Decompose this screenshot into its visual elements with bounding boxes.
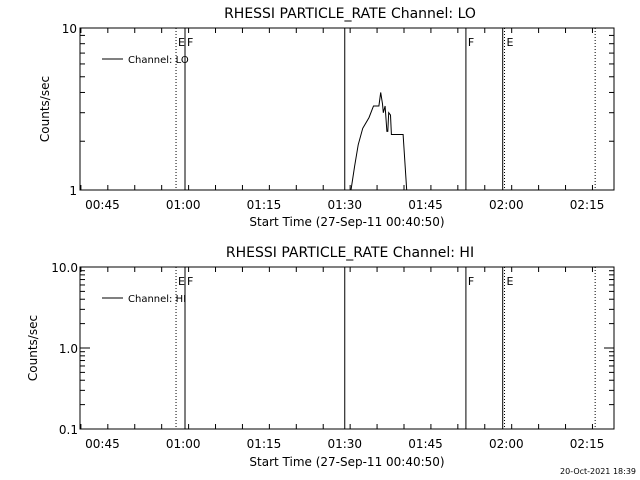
x-tick-label: 02:00 (489, 198, 524, 212)
x-tick-label: 01:45 (408, 437, 443, 451)
x-axis-label: Start Time (27-Sep-11 00:40:50) (249, 455, 444, 469)
legend-label: Channel: HI (128, 294, 186, 305)
x-tick-label: 01:00 (166, 198, 201, 212)
x-tick-label: 02:15 (570, 437, 605, 451)
chart-title: RHESSI PARTICLE_RATE Channel: LO (224, 6, 476, 22)
legend-label: Channel: LO (128, 55, 189, 66)
plot-layer: 00:45 01:00 01:15 01:30 01:45 02:00 02:15 0.1 1.… (51, 261, 614, 451)
x-tick-label: 01:45 (408, 198, 443, 212)
event-marker-label: F (187, 275, 193, 288)
y-tick-label: 10.0 (51, 261, 78, 275)
x-tick-label: 01:00 (166, 437, 201, 451)
y-tick-label: 0.1 (59, 423, 78, 437)
panel-hi: RHESSI PARTICLE_RATE Channel: HI Counts/… (26, 245, 615, 469)
y-tick-label: 1 (69, 184, 77, 198)
event-marker-label: F (187, 36, 193, 49)
event-marker-label: E (178, 36, 185, 49)
y-axis-label: Counts/sec (26, 315, 40, 381)
x-tick-label: 01:15 (247, 437, 282, 451)
event-marker-label: F (468, 36, 474, 49)
event-marker-label: E (178, 275, 185, 288)
x-tick-label: 01:15 (247, 198, 282, 212)
series-line (350, 92, 408, 191)
x-tick-label: 01:30 (327, 437, 362, 451)
x-tick-label: 01:30 (327, 198, 362, 212)
x-tick-label: 02:00 (489, 437, 524, 451)
y-tick-label: 1.0 (59, 342, 78, 356)
panel-lo: RHESSI PARTICLE_RATE Channel: LO Counts/… (38, 6, 615, 229)
chart-title: RHESSI PARTICLE_RATE Channel: HI (226, 245, 474, 261)
y-axis-label: Counts/sec (38, 76, 52, 142)
footer-timestamp: 20-Oct-2021 18:39 (560, 467, 636, 476)
x-tick-label: 00:45 (85, 198, 120, 212)
x-axis-label: Start Time (27-Sep-11 00:40:50) (249, 215, 444, 229)
x-tick-label: 00:45 (85, 437, 120, 451)
event-marker-label: E (507, 275, 514, 288)
plot-frame (79, 266, 615, 430)
event-marker-label: F (468, 275, 474, 288)
plot-frame (79, 27, 615, 191)
event-marker-label: E (507, 36, 514, 49)
y-tick-label: 10 (62, 22, 77, 36)
x-tick-label: 02:15 (570, 198, 605, 212)
